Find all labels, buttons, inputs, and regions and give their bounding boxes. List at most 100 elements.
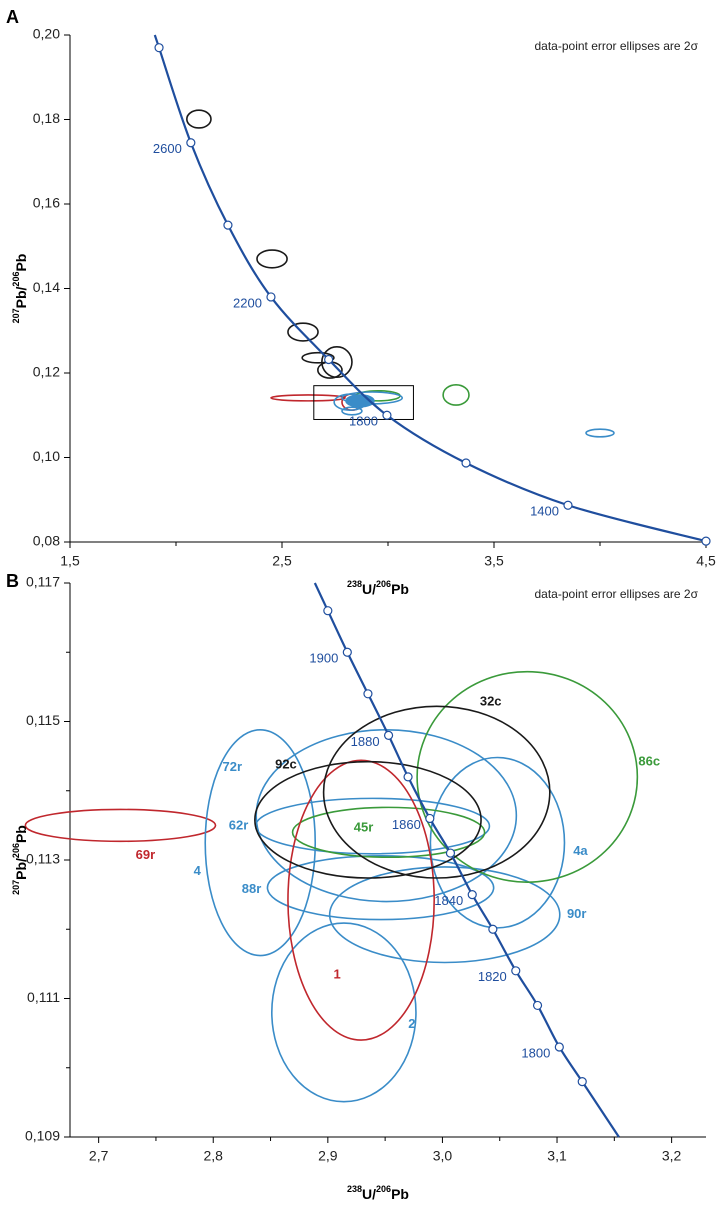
age-label: 1800 (521, 1045, 550, 1060)
age-marker (425, 813, 435, 824)
age-marker (554, 1042, 564, 1052)
age-marker (266, 292, 276, 302)
ellipse-label: 1 (333, 967, 340, 982)
superscript: 207 (11, 308, 21, 323)
age-marker (342, 647, 352, 657)
age-marker (324, 354, 334, 365)
age-marker (403, 772, 413, 782)
x-tick-label: 2,7 (89, 1148, 109, 1164)
error-ellipse (256, 249, 288, 269)
ellipse-label: 69r (136, 847, 156, 862)
x-tick-label: 3,1 (547, 1148, 567, 1164)
error-ellipse (585, 428, 615, 438)
ellipse-label: 72r (223, 759, 243, 774)
error-ellipse (301, 351, 335, 364)
error-ellipse (254, 760, 482, 879)
title-part: Pb (13, 254, 29, 272)
title-part: Pb (13, 825, 29, 843)
error-ellipse (24, 808, 217, 843)
panel-label: A (6, 7, 19, 27)
curve-extension (581, 1080, 620, 1138)
error-ellipse (429, 756, 566, 929)
ellipse-label: 92c (275, 756, 297, 771)
error-ellipse (416, 670, 639, 883)
x-tick-label: 2,8 (204, 1148, 224, 1164)
x-tick-label: 1,5 (60, 553, 80, 569)
x-tick-label: 3,2 (662, 1148, 682, 1164)
y-tick-label: 0,115 (26, 712, 60, 728)
curve-extension (313, 582, 329, 612)
title-part: Pb/ (13, 858, 29, 880)
y-tick-label: 0,113 (26, 851, 60, 867)
panel-label: B (6, 571, 19, 591)
age-label: 2600 (153, 141, 182, 156)
error-ellipse (322, 705, 551, 879)
ellipse-label: 4a (573, 843, 588, 858)
y-axis-title: 207Pb/206Pb (11, 254, 28, 324)
age-marker (461, 458, 471, 468)
note: data-point error ellipses are 2σ (535, 587, 699, 601)
title-part: U/ (362, 581, 376, 597)
error-ellipse (287, 759, 435, 1041)
y-tick-label: 0,117 (26, 574, 60, 590)
inset-box (313, 385, 414, 420)
age-marker (186, 138, 196, 148)
title-part: Pb (391, 1186, 409, 1202)
superscript: 207 (11, 880, 21, 895)
age-marker (488, 924, 498, 934)
age-marker (577, 1076, 587, 1087)
age-marker (701, 536, 711, 546)
y-tick-label: 0,109 (25, 1128, 60, 1144)
ellipse-label: 62r (229, 818, 249, 833)
y-tick-label: 0,20 (33, 26, 60, 42)
age-marker (323, 606, 333, 616)
title-part: U/ (362, 1186, 376, 1202)
superscript: 206 (11, 272, 21, 287)
error-ellipse (186, 109, 212, 129)
age-label: 1400 (530, 504, 559, 519)
age-marker (223, 220, 233, 230)
age-marker (563, 500, 573, 510)
ellipse-label: 2 (408, 1016, 415, 1031)
age-marker (467, 890, 477, 900)
x-tick-label: 4,5 (696, 553, 716, 569)
ellipse-label: 90r (567, 906, 587, 921)
age-label: 1880 (351, 734, 380, 749)
note: data-point error ellipses are 2σ (535, 39, 699, 53)
error-ellipse (328, 866, 561, 964)
y-tick-label: 0,16 (33, 195, 60, 211)
superscript: 206 (11, 843, 21, 858)
age-marker (382, 410, 392, 420)
age-label: 1820 (478, 969, 507, 984)
x-tick-label: 2,9 (318, 1148, 338, 1164)
error-ellipse (266, 855, 495, 921)
title-part: Pb/ (13, 286, 29, 308)
age-marker (363, 689, 373, 699)
x-tick-label: 3,5 (484, 553, 504, 569)
error-ellipse (442, 384, 470, 406)
ellipse-label: 86c (638, 753, 660, 768)
ellipse-label: 88r (242, 881, 262, 896)
x-axis-title: 238U/206Pb (347, 1184, 409, 1201)
age-marker (511, 966, 521, 976)
age-marker (154, 43, 164, 53)
y-tick-label: 0,18 (33, 110, 60, 126)
ellipse-label: 32c (480, 694, 502, 709)
y-tick-label: 0,12 (33, 364, 60, 380)
y-tick-label: 0,10 (33, 448, 60, 464)
age-label: 1800 (349, 414, 378, 429)
age-label: 1860 (392, 817, 421, 832)
title-part: Pb (391, 581, 409, 597)
ellipse-label: 4 (194, 863, 202, 878)
y-tick-label: 0,14 (33, 279, 60, 295)
y-tick-label: 0,08 (33, 533, 60, 549)
age-label: 1900 (309, 651, 338, 666)
x-tick-label: 3,0 (433, 1148, 453, 1164)
error-ellipse (270, 394, 346, 402)
error-ellipse (204, 729, 317, 957)
age-label: 2200 (233, 295, 262, 310)
superscript: 206 (376, 1184, 391, 1194)
